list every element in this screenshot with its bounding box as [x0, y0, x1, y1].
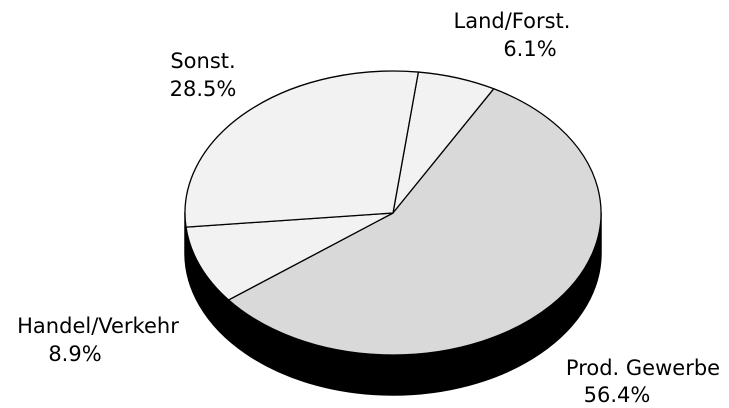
pie-slice [185, 212, 394, 301]
slice-label: Handel/Verkehr [17, 314, 179, 338]
slice-label: Land/Forst. [454, 9, 571, 33]
slice-label: Prod. Gewerbe [566, 356, 720, 380]
slice-value-label: 8.9% [48, 342, 101, 366]
slice-value-label: 28.5% [170, 77, 237, 101]
slice-value-label: 6.1% [503, 37, 556, 61]
pie-slice [227, 88, 602, 356]
pie-slice [184, 70, 419, 228]
slice-value-label: 56.4% [584, 383, 651, 407]
slice-label: Sonst. [170, 49, 235, 73]
